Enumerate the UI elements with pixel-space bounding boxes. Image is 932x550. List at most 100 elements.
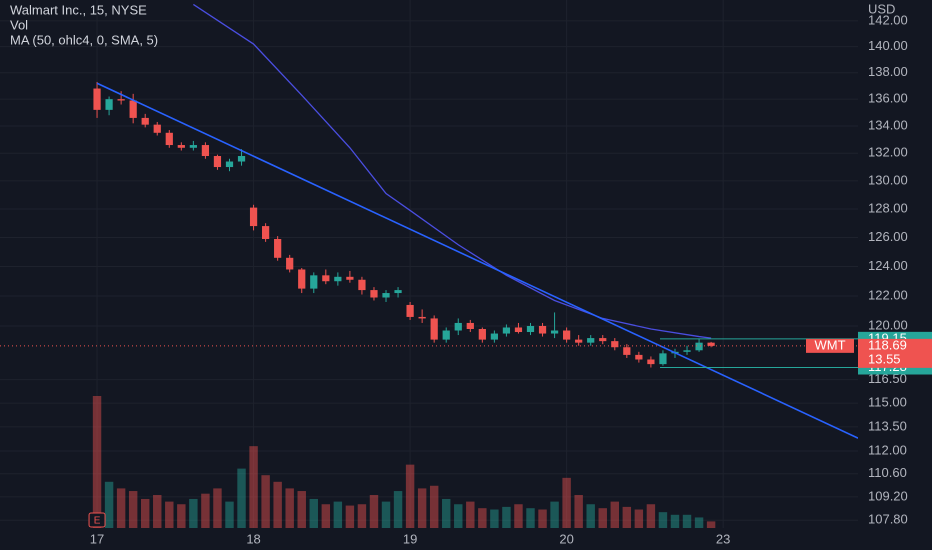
candle-body (189, 145, 197, 148)
volume-bar (646, 504, 656, 528)
candle-body (141, 117, 149, 125)
volume-bar (538, 509, 547, 528)
earnings-label: E (94, 516, 101, 527)
volume-bar (658, 512, 668, 528)
candle-body (213, 156, 222, 168)
candle-body (261, 226, 270, 239)
ma-legend: MA (50, ohlc4, 0, SMA, 5) (10, 32, 158, 47)
last-price-label: 118.69 (868, 337, 907, 352)
grid (0, 0, 858, 528)
volume-bar (586, 504, 595, 528)
volume-bar (92, 396, 102, 528)
x-tick-label: 20 (559, 531, 573, 546)
symbol-badge (806, 338, 854, 353)
volume-bar (213, 488, 222, 528)
candle-body (358, 279, 366, 291)
candle-body (117, 99, 125, 101)
volume-bar (140, 498, 150, 528)
candle-body (177, 145, 185, 148)
y-tick-label: 142.00 (868, 12, 908, 27)
volume-bar (189, 498, 198, 528)
volume-bar (165, 501, 174, 528)
candle-body (129, 100, 137, 118)
candle-body (623, 347, 631, 355)
candle-body (201, 145, 210, 157)
volume-bar (309, 498, 318, 528)
volume-bar (562, 477, 571, 528)
candle-body (249, 207, 258, 227)
candle-body (683, 350, 691, 352)
volume-bar (622, 506, 632, 528)
candle-body (550, 330, 559, 334)
volume-bar (201, 493, 210, 528)
volume-bar (128, 491, 138, 528)
trend-line (96, 82, 858, 439)
candle-body (466, 322, 474, 329)
volume-bar (706, 521, 716, 528)
candle-body (382, 293, 390, 298)
last-price-badge (858, 338, 932, 368)
y-tick-label: 130.00 (868, 172, 908, 187)
volume-bar (526, 508, 535, 528)
volume-bar (249, 446, 258, 528)
chart-title: Walmart Inc., 15, NYSE (10, 2, 147, 17)
y-tick-label: 124.00 (868, 258, 908, 273)
volume-bar (116, 488, 126, 528)
candle-body (346, 276, 354, 280)
volume-bar (490, 509, 499, 528)
volume-bar (333, 501, 343, 528)
plot (0, 3, 858, 439)
candle-body (454, 322, 462, 331)
earnings-badge (88, 512, 106, 528)
candle-body (153, 124, 161, 133)
volume-bar (297, 491, 306, 528)
volume-legend: Vol (10, 17, 28, 32)
candle-body (286, 257, 294, 270)
candle-body (442, 330, 450, 340)
volume-bar (598, 508, 607, 528)
y-tick-label: 107.80 (868, 512, 908, 527)
candle-body (394, 290, 402, 294)
axes: 107.80 109.20 110.60 112.00 113.50 115.00 116.… (88, 12, 932, 546)
x-tick-label: 23 (716, 531, 730, 546)
candle-body (502, 327, 511, 334)
candle-body (418, 316, 426, 319)
volume-bar (237, 468, 246, 528)
candle-body (611, 341, 619, 348)
y-tick-label: 113.50 (868, 418, 907, 433)
y-tick-label: 112.00 (868, 442, 907, 457)
volume-bar (454, 504, 463, 528)
volume-bar (466, 501, 475, 528)
candle-body (93, 88, 101, 110)
volume-bar (381, 501, 391, 528)
volume-bar (321, 504, 331, 528)
volume-bar (405, 464, 415, 528)
volume-bar (393, 491, 403, 528)
y-tick-label: 128.00 (868, 200, 908, 215)
candle-body (322, 275, 330, 282)
candle-body (563, 330, 571, 340)
candle-body (298, 269, 306, 289)
y-tick-label: 122.00 (868, 287, 908, 302)
candle-body (514, 327, 523, 333)
candle-body (659, 353, 667, 365)
candle-body (707, 342, 715, 346)
y-tick-label: 132.00 (868, 145, 908, 160)
volume-bar (682, 514, 692, 528)
x-tick-label: 17 (90, 531, 104, 546)
y-tick-label: 134.00 (868, 117, 908, 132)
x-tick-label: 19 (403, 531, 417, 546)
candle-body (490, 333, 498, 340)
y-tick-label: 126.00 (868, 229, 908, 244)
volume-bar (550, 501, 559, 528)
y-tick-label: 140.00 (868, 38, 908, 53)
candle-body (575, 339, 583, 343)
volume-bar (502, 506, 511, 528)
volume-bar (357, 504, 367, 528)
candle-body (274, 238, 282, 258)
y-tick-label: 109.20 (868, 488, 908, 503)
y-tick-label: 115.00 (868, 395, 907, 410)
candle-body (165, 132, 173, 146)
